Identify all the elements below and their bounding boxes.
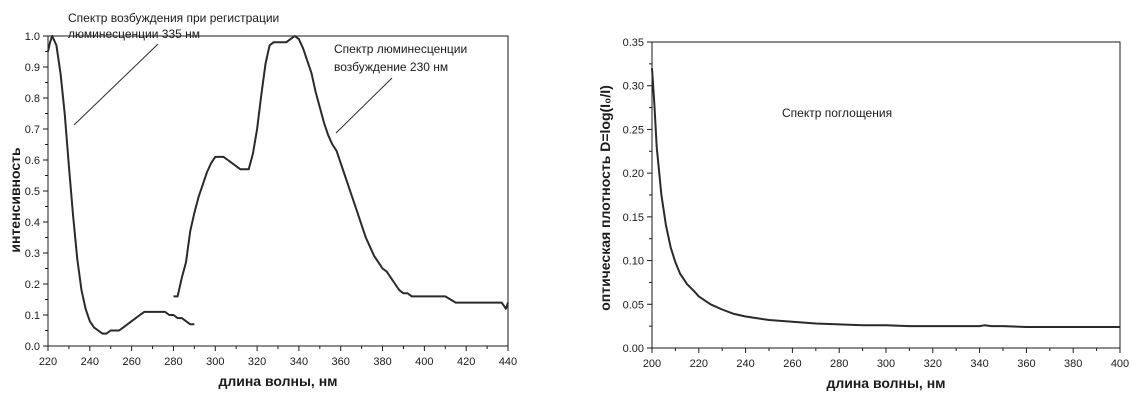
right-y-ticks: 0.00 0.05 0.10 0.15 0.20 0.25 0.30 0.35 (623, 37, 652, 355)
right-x-tick-label: 300 (877, 358, 895, 370)
left-y-tick-label: 0.8 (25, 93, 40, 105)
left-x-tick-label: 340 (290, 356, 308, 368)
right-series-group (651, 68, 1120, 328)
left-x-tick-label: 300 (206, 356, 224, 368)
left-x-ticks: 220 240 260 280 300 320 340 360 380 400 420 440 (39, 346, 517, 368)
right-x-axis-label: длина волны, нм (826, 375, 945, 391)
left-x-axis-label: длина волны, нм (218, 373, 337, 389)
right-y-tick-label: 0.35 (623, 37, 644, 49)
right-y-tick-label: 0.00 (623, 343, 644, 355)
left-y-tick-label: 0.2 (25, 279, 40, 291)
right-y-axis-label: оптическая плотность D=log(I₀/I) (597, 85, 613, 311)
left-annotation-luminescence-line1: Спектр люминесценции (334, 42, 467, 56)
right-series-line-0 (651, 68, 1120, 328)
right-y-tick-label: 0.15 (623, 212, 644, 224)
left-y-ticks: 0.0 0.1 0.2 0.3 0.4 0.5 0.6 0.7 0.8 0.9 1.0 (25, 31, 48, 353)
right-y-tick-label: 0.05 (623, 299, 644, 311)
left-y-tick-label: 0.7 (25, 124, 40, 136)
right-x-tick-label: 340 (970, 358, 988, 370)
right-x-tick-label: 200 (643, 358, 661, 370)
left-annotation-excitation-line2: люминесценции 335 нм (68, 27, 200, 41)
left-x-tick-label: 280 (164, 356, 182, 368)
right-y-tick-label: 0.30 (623, 81, 644, 93)
left-x-tick-label: 220 (39, 356, 57, 368)
right-x-ticks: 200 220 240 260 280 300 320 340 360 380 400 (643, 348, 1129, 370)
left-plot-frame (47, 35, 509, 347)
left-annotation-excitation-arrow (73, 43, 159, 126)
left-y-tick-label: 0.4 (25, 217, 40, 229)
right-x-tick-label: 240 (736, 358, 754, 370)
left-x-tick-label: 360 (332, 356, 350, 368)
left-x-tick-label: 440 (499, 356, 517, 368)
left-y-tick-label: 0.1 (25, 310, 40, 322)
left-x-tick-label: 260 (122, 356, 140, 368)
right-chart: 200 220 240 260 280 300 320 340 360 380 400 0.000.… (597, 37, 1129, 391)
left-y-tick-label: 0.3 (25, 248, 40, 260)
left-annotation-excitation-line1: Спектр возбуждения при регистрации (68, 11, 279, 25)
left-y-tick-label: 0.9 (25, 62, 40, 74)
right-x-tick-label: 260 (783, 358, 801, 370)
left-y-tick-label: 0.0 (25, 341, 40, 353)
left-annotation-luminescence-line2: возбуждение 230 нм (334, 60, 448, 74)
left-x-tick-label: 420 (457, 356, 475, 368)
left-annotation-luminescence-arrow (335, 77, 393, 134)
right-x-tick-label: 400 (1111, 358, 1129, 370)
left-y-axis-label: интенсивность (7, 147, 23, 253)
right-x-tick-label: 380 (1064, 358, 1082, 370)
right-annotation-absorption: Спектр поглощения (782, 106, 892, 120)
left-x-tick-label: 380 (373, 356, 391, 368)
right-x-tick-label: 360 (1017, 358, 1035, 370)
right-x-tick-label: 280 (830, 358, 848, 370)
left-y-tick-label: 0.6 (25, 155, 40, 167)
left-y-tick-label: 0.5 (25, 186, 40, 198)
left-y-tick-label: 1.0 (25, 31, 40, 43)
left-series-line-1 (173, 35, 509, 310)
right-y-tick-label: 0.20 (623, 168, 644, 180)
right-plot-frame (651, 41, 1121, 349)
left-x-tick-label: 240 (81, 356, 99, 368)
left-x-tick-label: 400 (415, 356, 433, 368)
right-x-tick-label: 220 (690, 358, 708, 370)
right-x-tick-label: 320 (924, 358, 942, 370)
right-y-tick-label: 0.25 (623, 124, 644, 136)
right-y-tick-label: 0.10 (623, 256, 644, 268)
left-chart: 220 240 260 280 300 320 340 360 380 400 420 440 0.0… (7, 11, 517, 389)
left-x-tick-label: 320 (248, 356, 266, 368)
left-series-line-0 (47, 35, 195, 335)
left-series-group (47, 35, 509, 335)
